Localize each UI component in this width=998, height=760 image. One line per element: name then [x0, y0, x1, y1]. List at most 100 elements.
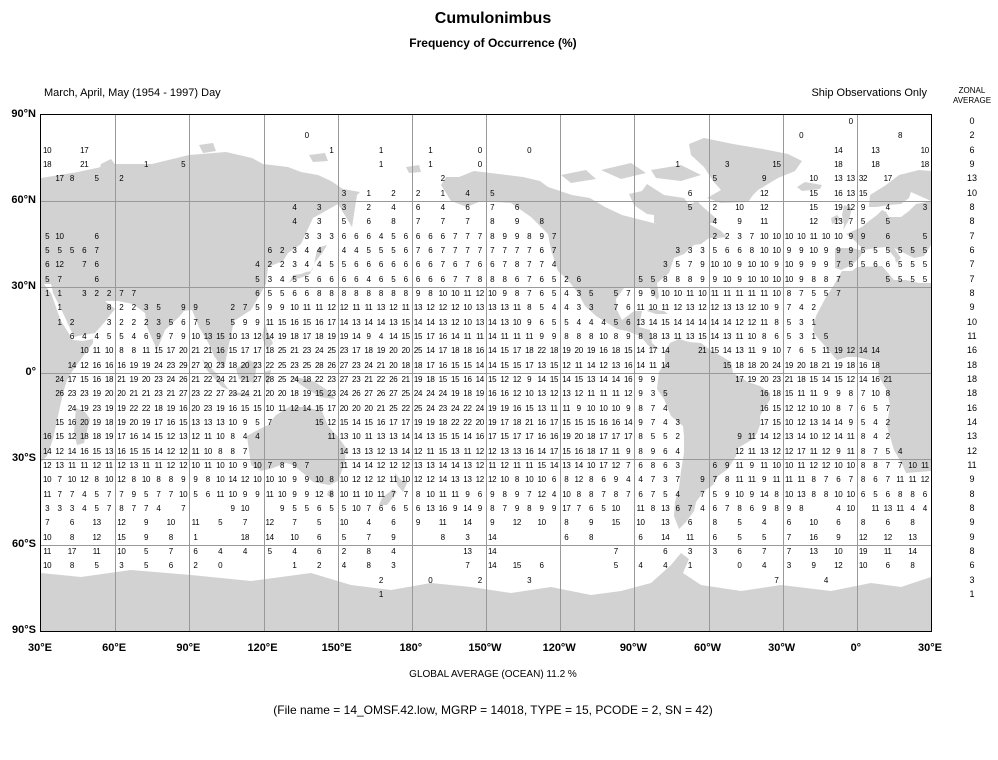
frequency-value: 14	[834, 145, 843, 155]
frequency-value: 17	[55, 174, 64, 184]
frequency-value: 14	[43, 446, 52, 456]
frequency-value: 17	[438, 346, 448, 356]
frequency-value: 11	[352, 303, 361, 313]
frequency-value: 8	[576, 489, 581, 499]
scandinavia	[869, 170, 931, 207]
frequency-value: 23	[290, 360, 299, 370]
frequency-value: 6	[317, 504, 322, 513]
frequency-value: 16	[858, 360, 868, 370]
frequency-value: 4	[82, 332, 87, 341]
frequency-value: 9	[576, 403, 581, 413]
frequency-value: 9	[477, 504, 482, 513]
frequency-value: 17	[599, 446, 608, 456]
frequency-value: 10	[67, 475, 77, 485]
frequency-value: 18	[413, 360, 423, 370]
frequency-value: 16	[117, 360, 126, 370]
frequency-value: 12	[240, 475, 250, 485]
frequency-value: 6	[465, 203, 470, 212]
frequency-value: 7	[551, 246, 557, 255]
frequency-value: 7	[69, 489, 74, 499]
frequency-value: 11	[562, 403, 571, 413]
frequency-value: 10	[191, 332, 200, 341]
frequency-value: 4	[663, 418, 668, 427]
frequency-value: 21	[376, 360, 386, 370]
frequency-value: 15	[488, 375, 497, 384]
frequency-value: 2	[477, 575, 482, 585]
frequency-value: 19	[413, 418, 423, 427]
frequency-value: 13	[463, 475, 472, 485]
frequency-value: 24	[67, 403, 77, 413]
frequency-value: 10	[759, 303, 769, 313]
frequency-value: 5	[823, 332, 828, 341]
frequency-value: 14	[426, 317, 435, 327]
frequency-value: 5	[490, 188, 495, 198]
frequency-value: 19	[413, 375, 423, 384]
frequency-value: 8	[588, 489, 594, 499]
frequency-value: 7	[700, 489, 705, 499]
frequency-value: 10	[463, 303, 472, 313]
frequency-value: 8	[69, 532, 74, 542]
frequency-value: 4	[292, 217, 297, 227]
frequency-value: 8	[156, 475, 161, 485]
frequency-value: 13	[413, 461, 423, 470]
frequency-value: 4	[638, 561, 643, 571]
frequency-value: 9	[304, 475, 309, 485]
frequency-value: 12	[475, 461, 485, 470]
frequency-value: 15	[611, 518, 621, 528]
frequency-value: 9	[860, 203, 866, 212]
frequency-value: 14	[562, 375, 571, 384]
frequency-value: 24	[426, 403, 435, 413]
frequency-value: 9	[786, 246, 791, 255]
frequency-value: 12	[327, 418, 336, 427]
frequency-value: 19	[858, 547, 868, 556]
frequency-value: 11	[846, 446, 855, 456]
frequency-value: 2	[94, 289, 99, 298]
frequency-value: 10	[809, 246, 818, 255]
frequency-value: 13	[426, 504, 435, 513]
zonal-average-value: 1	[969, 589, 975, 599]
frequency-value: 11	[611, 389, 620, 399]
frequency-value: 4	[551, 303, 557, 313]
frequency-value: 7	[168, 332, 173, 341]
frequency-value: 8	[638, 432, 643, 442]
madagascar	[74, 408, 90, 445]
frequency-value: 13	[871, 145, 880, 155]
frequency-value: 17	[488, 432, 497, 442]
frequency-value: 11	[599, 389, 608, 399]
frequency-value: 5	[143, 547, 149, 556]
frequency-value: 16	[314, 317, 324, 327]
frequency-value: 17	[389, 418, 398, 427]
frequency-value: 6	[292, 289, 297, 298]
frequency-value: 14	[67, 446, 77, 456]
frequency-value: 4	[465, 188, 470, 198]
frequency-value: 18	[920, 160, 930, 169]
frequency-value: 8	[514, 475, 519, 485]
frequency-value: 12	[784, 403, 794, 413]
frequency-value: 7	[774, 575, 779, 585]
frequency-value: 0	[477, 160, 482, 169]
frequency-value: 5	[230, 317, 235, 327]
new-zealand-north	[395, 473, 408, 492]
frequency-value: 13	[797, 489, 806, 499]
frequency-value: 1	[687, 561, 693, 571]
frequency-value: 25	[277, 375, 287, 384]
frequency-value: 11	[649, 360, 657, 370]
frequency-value: 19	[302, 389, 312, 399]
frequency-value: 19	[834, 360, 843, 370]
frequency-value: 17	[735, 375, 744, 384]
frequency-value: 0	[737, 561, 742, 571]
frequency-value: 15	[512, 561, 522, 571]
zonal-average-value: 18	[966, 374, 977, 384]
frequency-value: 7	[551, 231, 557, 241]
frequency-value: 9	[514, 217, 519, 227]
frequency-value: 6	[428, 274, 433, 284]
frequency-value: 17	[426, 332, 435, 341]
frequency-value: 18	[265, 346, 275, 356]
frequency-value: 10	[228, 332, 237, 341]
frequency-value: 18	[809, 360, 818, 370]
frequency-value: 13	[216, 418, 225, 427]
frequency-value: 10	[636, 518, 645, 528]
frequency-value: 13	[883, 504, 893, 513]
frequency-value: 10	[290, 303, 299, 313]
